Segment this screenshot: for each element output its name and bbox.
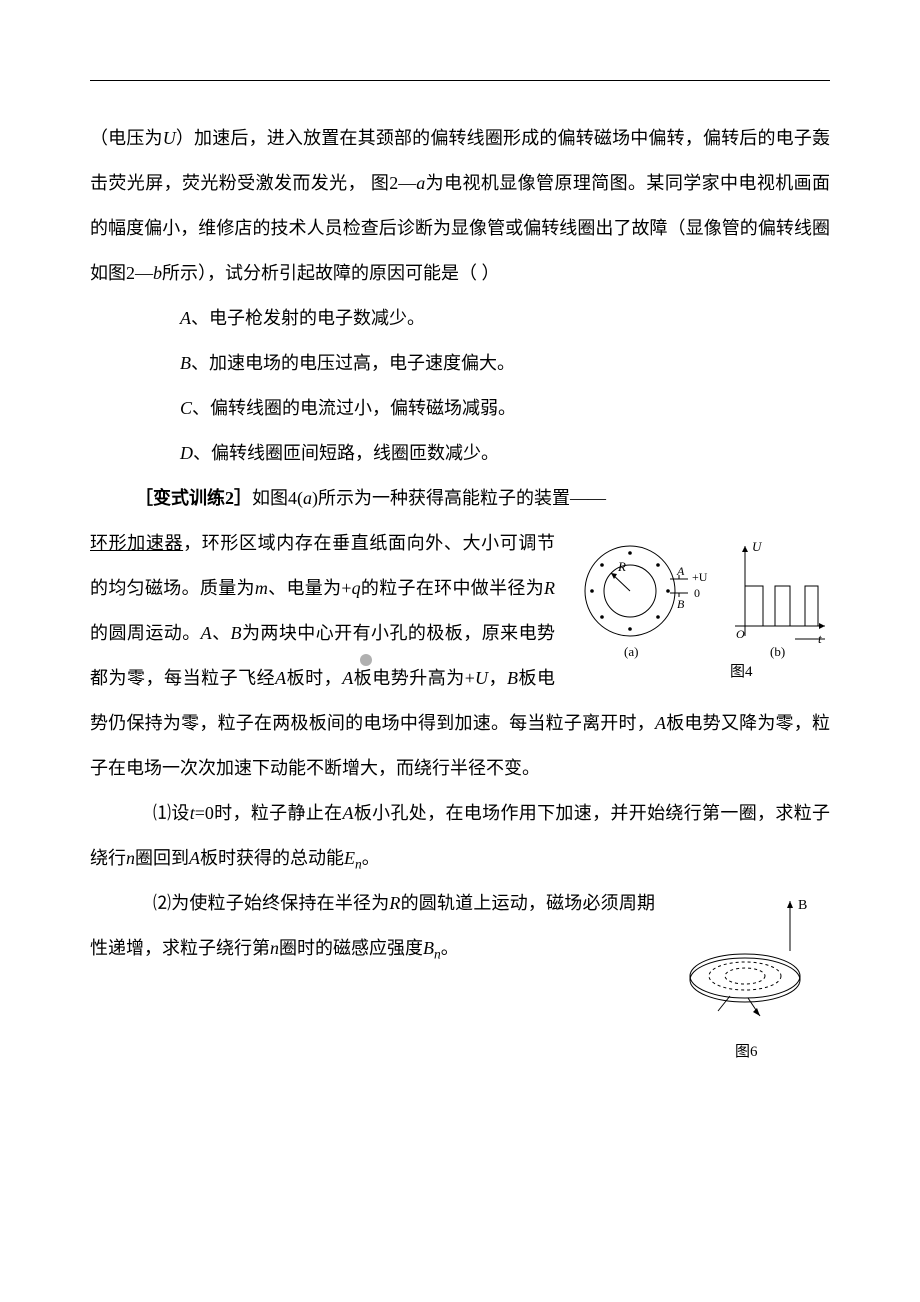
- fig4-caption-b: (b): [770, 644, 785, 659]
- question-2-block: B 图6 ⑵为使粒子始终保持在半径为R的圆轨道上运动，磁场必须周期性递增，求粒子…: [90, 881, 830, 1071]
- text-segment: 的粒子在环中做半径为: [361, 578, 544, 598]
- fig4-label-0: 0: [694, 586, 700, 600]
- question-1: ⑴设t=0时，粒子静止在A板小孔处，在电场作用下加速，并开始绕行第一圈，求粒子绕…: [90, 791, 830, 881]
- text-segment: 板时获得的总动能: [200, 848, 344, 868]
- fig4-axis-O: O: [736, 627, 745, 641]
- fig6-label-B: B: [798, 898, 807, 913]
- option-text: 、加速电场的电压过高，电子速度偏大。: [191, 353, 515, 373]
- text-segment: 、: [212, 623, 231, 643]
- text-segment: ，: [488, 668, 507, 688]
- fig4-label-plusU: +U: [692, 570, 708, 584]
- var-A: A: [342, 803, 353, 823]
- q-number: ⑴: [153, 803, 171, 823]
- option-text: 、偏转线圈的电流过小，偏转磁场减弱。: [192, 398, 516, 418]
- option-text: 、偏转线圈匝间短路，线圈匝数减少。: [193, 443, 499, 463]
- text-segment: )所示为一种获得高能粒子的装置——: [312, 488, 606, 508]
- text-segment: 板电势升高为+: [353, 668, 475, 688]
- fig4-main-caption: 图4: [730, 663, 753, 680]
- fig6-caption: 图6: [735, 1043, 758, 1060]
- text-segment: 。: [362, 848, 380, 868]
- text-segment: 圈回到: [135, 848, 189, 868]
- intro-paragraph: （电压为U）加速后，进入放置在其颈部的偏转线圈形成的偏转磁场中偏转，偏转后的电子…: [90, 116, 830, 296]
- var-A: A: [201, 623, 212, 643]
- option-label: C: [180, 398, 192, 418]
- problem-heading: ［变式训练2］: [135, 488, 252, 508]
- var-A: A: [342, 668, 353, 688]
- var-R: R: [389, 893, 400, 913]
- problem-2-block: ［变式训练2］如图4(a)所示为一种获得高能粒子的装置——: [90, 476, 830, 791]
- var-m: m: [255, 578, 268, 598]
- option-label: D: [180, 443, 193, 463]
- underlined-term: 环形加速器: [90, 533, 183, 553]
- text-segment: 为使粒子始终保持在半径为: [171, 893, 389, 913]
- var-R: R: [544, 578, 555, 598]
- var-B: B: [231, 623, 242, 643]
- text-segment: 所示），试分析引起故障的原因可能是（ ）: [162, 263, 500, 283]
- option-label: B: [180, 353, 191, 373]
- var-sub-n: n: [355, 857, 362, 872]
- fig4-caption-a: (a): [624, 644, 638, 659]
- content-area: （电压为U）加速后，进入放置在其颈部的偏转线圈形成的偏转磁场中偏转，偏转后的电子…: [90, 116, 830, 1071]
- option-d: D、偏转线圈匝间短路，线圈匝数减少。: [90, 431, 830, 476]
- text-segment: 。: [441, 938, 459, 958]
- var-a: a: [416, 173, 425, 193]
- var-q: q: [352, 578, 361, 598]
- option-text: 、电子枪发射的电子数减少。: [191, 308, 425, 328]
- var-B: B: [507, 668, 518, 688]
- var-U: U: [475, 668, 488, 688]
- var-A: A: [655, 713, 666, 733]
- text-segment: 设: [171, 803, 189, 823]
- figure-6-svg: B 图6: [670, 881, 830, 1066]
- var-sub-n: n: [434, 947, 441, 962]
- fig4-label-R: R: [617, 559, 626, 574]
- var-A: A: [275, 668, 286, 688]
- text-segment: 如图4(: [252, 488, 303, 508]
- option-c: C、偏转线圈的电流过小，偏转磁场减弱。: [90, 386, 830, 431]
- var-a: a: [303, 488, 312, 508]
- option-b: B、加速电场的电压过高，电子速度偏大。: [90, 341, 830, 386]
- q-number: ⑵: [153, 893, 171, 913]
- text-segment: 圈时的磁感应强度: [279, 938, 423, 958]
- var-U: U: [163, 128, 176, 148]
- figure-4: R A B +U 0 (a): [570, 521, 830, 691]
- option-label: A: [180, 308, 191, 328]
- var-A: A: [189, 848, 200, 868]
- text-segment: （电压为: [90, 128, 163, 148]
- var-B: B: [423, 938, 434, 958]
- top-divider: [90, 80, 830, 81]
- fig4-axis-U: U: [752, 539, 763, 554]
- var-b: b: [153, 263, 162, 283]
- text-segment: =0时，粒子静止在: [195, 803, 343, 823]
- text-segment: 的圆周运动。: [90, 623, 201, 643]
- text-segment: 、电量为+: [268, 578, 352, 598]
- var-E: E: [344, 848, 355, 868]
- var-n: n: [270, 938, 279, 958]
- var-n: n: [126, 848, 135, 868]
- page-marker-dot: [360, 654, 372, 666]
- option-a: A、电子枪发射的电子数减少。: [90, 296, 830, 341]
- figure-4-svg: R A B +U 0 (a): [570, 521, 830, 691]
- fig4-label-B: B: [677, 597, 685, 611]
- fig4-label-A: A: [676, 564, 685, 578]
- text-segment: 板时，: [286, 668, 342, 688]
- problem-2-intro: ［变式训练2］如图4(a)所示为一种获得高能粒子的装置——: [90, 476, 830, 521]
- figure-6: B 图6: [670, 881, 830, 1066]
